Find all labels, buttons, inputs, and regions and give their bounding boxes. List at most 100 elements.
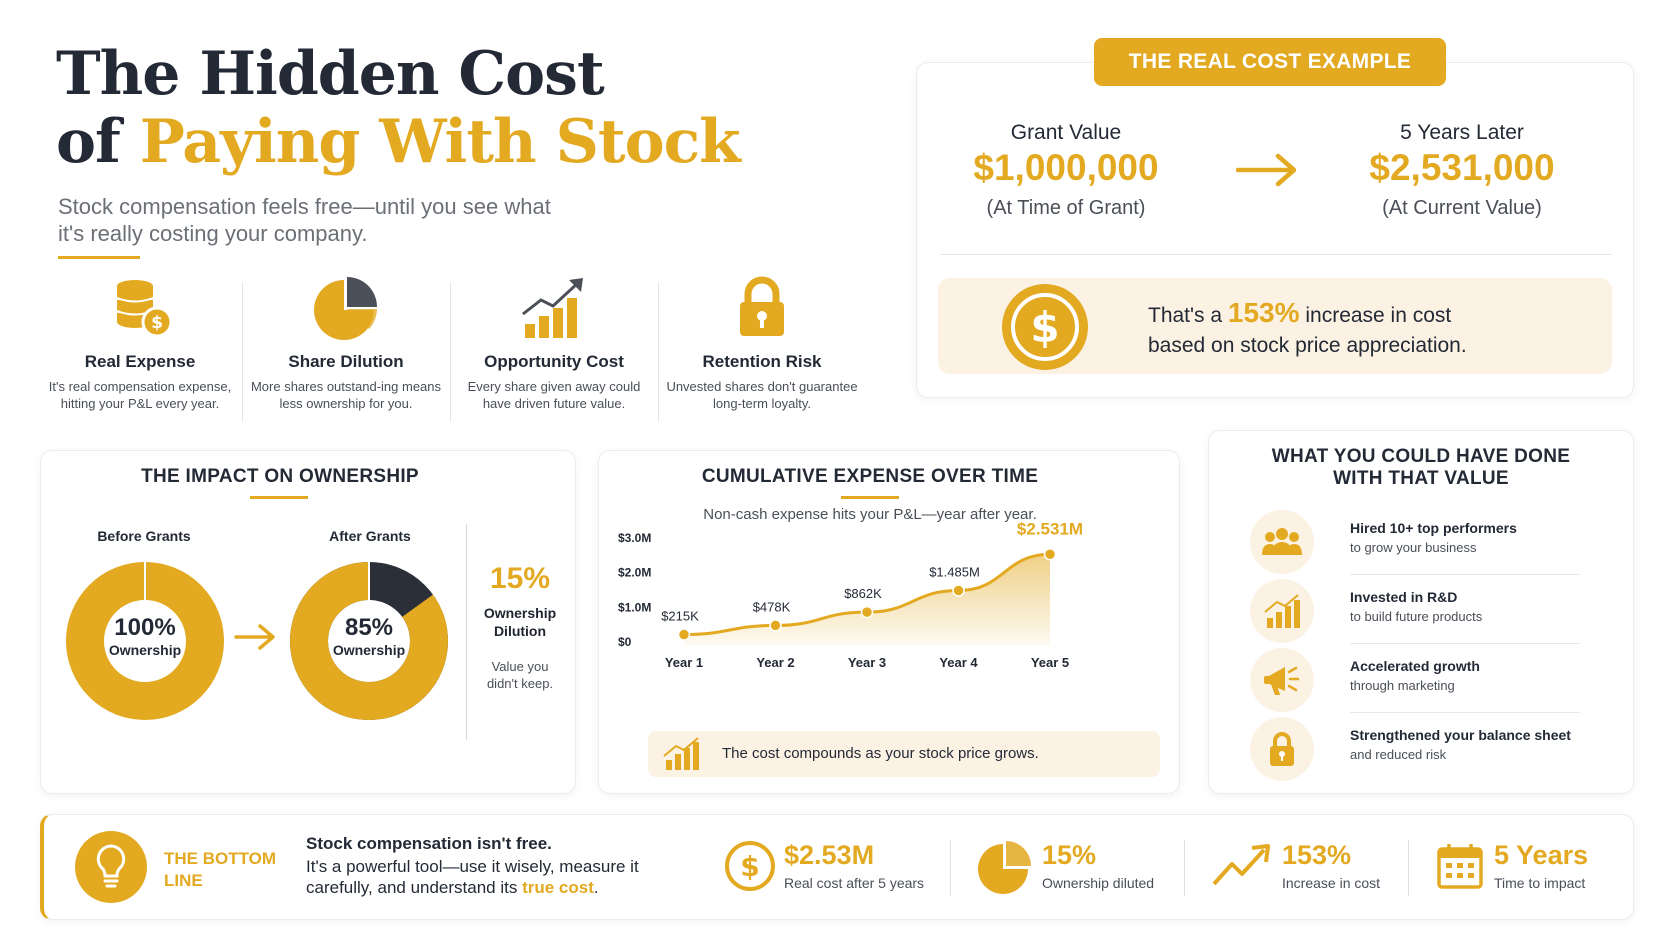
item-desc: to grow your business xyxy=(1350,540,1477,555)
dilution-note-2: didn't keep. xyxy=(486,676,554,691)
real-cost-badge: THE REAL COST EXAMPLE xyxy=(1094,38,1446,86)
chart-footnote-box xyxy=(648,731,1160,777)
later-sub: (At Current Value) xyxy=(1382,197,1542,219)
data-point xyxy=(769,619,782,632)
item-title: Invested in R&D xyxy=(1350,589,1458,605)
before-center: 100% Ownership xyxy=(60,614,230,658)
bottom-line-label: THE BOTTOM LINE xyxy=(164,848,276,892)
feature-desc: Every share given away could have driven… xyxy=(467,379,641,411)
bottom-body-highlight: true cost xyxy=(522,878,594,897)
x-tick-label: Year 1 xyxy=(665,655,703,670)
before-pct: 100% xyxy=(114,614,176,641)
increase-line-2: based on stock price appreciation. xyxy=(1148,334,1467,357)
coins-dollar-icon: $ xyxy=(116,280,173,338)
increase-suffix: increase in cost xyxy=(1299,304,1452,327)
after-word: Ownership xyxy=(332,642,406,658)
arrow-right-icon xyxy=(234,624,275,650)
y-tick-label: $3.0M xyxy=(618,531,651,545)
x-tick-label: Year 3 xyxy=(848,655,886,670)
data-label: $215K xyxy=(661,609,699,624)
increase-prefix: That's a xyxy=(1148,304,1228,327)
grant-sub: (At Time of Grant) xyxy=(986,197,1146,219)
stat-value: $2.53M xyxy=(784,840,875,870)
divider xyxy=(1184,840,1185,896)
data-label: $478K xyxy=(753,599,791,614)
later-value: $2,531,000 xyxy=(1369,147,1555,188)
bottom-label-2: LINE xyxy=(164,871,203,890)
title-highlight: Paying With Stock xyxy=(139,107,741,177)
divider xyxy=(1350,643,1580,644)
svg-text:$: $ xyxy=(740,850,759,883)
x-tick-label: Year 2 xyxy=(756,655,794,670)
feature-title: Share Dilution xyxy=(288,352,404,371)
heading-underline xyxy=(841,496,899,499)
growth-chart-icon xyxy=(1250,579,1314,643)
growth-bars-icon xyxy=(522,278,583,338)
divider xyxy=(950,840,951,896)
feature-desc: More shares outstand-ing means less owne… xyxy=(250,379,442,411)
item-desc: and reduced risk xyxy=(1350,747,1447,762)
feature-real-expense: $ Real Expense It's real compensation ex… xyxy=(40,276,240,412)
feature-title: Retention Risk xyxy=(702,352,822,371)
page-title: The Hidden Cost of Paying With Stock xyxy=(56,39,741,177)
divider xyxy=(1350,574,1580,575)
data-point xyxy=(952,584,965,597)
divider xyxy=(658,282,659,422)
divider xyxy=(1350,712,1580,713)
increase-text: That's a 153% increase in cost based on … xyxy=(1148,298,1467,361)
svg-text:$: $ xyxy=(151,313,163,333)
chart-subtitle: Non-cash expense hits your P&L—year afte… xyxy=(703,506,1037,523)
feature-desc: It's real compensation expense, hitting … xyxy=(48,379,232,411)
dilution-callout: 15% Ownership Dilution Value you didn't … xyxy=(470,562,570,692)
dilution-note-1: Value you xyxy=(491,659,549,674)
increase-line-1: That's a 153% increase in cost xyxy=(1148,298,1467,331)
after-donut xyxy=(290,562,448,720)
x-tick-label: Year 5 xyxy=(1031,655,1069,670)
increase-pct: 153% xyxy=(1227,297,1300,328)
divider xyxy=(242,282,243,422)
bottom-line-message: Stock compensation isn't free. It's a po… xyxy=(306,834,676,898)
page-subtitle: Stock compensation feels free—until you … xyxy=(58,194,551,246)
could-have-heading: WHAT YOU COULD HAVE DONE WITH THAT VALUE xyxy=(1208,446,1634,490)
arrow-right-icon xyxy=(1236,153,1297,187)
pie-icon xyxy=(978,841,1031,894)
padlock-icon xyxy=(1250,717,1314,781)
stat-value: 5 Years xyxy=(1494,840,1589,870)
heading-underline xyxy=(250,496,308,499)
people-icon xyxy=(1250,510,1314,574)
cumulative-expense-chart: $0 $1.0M $2.0M $3.0M $215K $478K $862K $1.485M… xyxy=(618,520,1083,670)
chart-title: CUMULATIVE EXPENSE OVER TIME xyxy=(701,466,1039,487)
feature-title: Opportunity Cost xyxy=(484,352,624,371)
bottom-body-text: It's a powerful tool—use it wisely, meas… xyxy=(306,857,639,897)
grant-label: Grant Value xyxy=(1010,121,1122,144)
after-label: After Grants xyxy=(329,528,411,544)
before-label: Before Grants xyxy=(97,528,191,544)
dilution-label-2: Dilution xyxy=(493,623,547,639)
title-line-1: The Hidden Cost xyxy=(56,39,605,109)
x-tick-label: Year 4 xyxy=(939,655,978,670)
trend-up-icon xyxy=(1212,844,1270,886)
grant-value: $1,000,000 xyxy=(973,147,1159,188)
bottom-label-1: THE BOTTOM xyxy=(164,849,277,868)
bottom-line-band xyxy=(40,814,1634,920)
data-label: $862K xyxy=(844,586,882,601)
item-title: Hired 10+ top performers xyxy=(1350,520,1517,536)
y-tick-label: $2.0M xyxy=(618,566,651,580)
chart-area xyxy=(684,554,1050,646)
feature-desc: Unvested shares don't guarantee long-ter… xyxy=(666,379,858,411)
data-label: $2.531M xyxy=(1017,520,1083,538)
item-desc: through marketing xyxy=(1350,678,1455,693)
data-label: $1.485M xyxy=(929,565,980,580)
lightbulb-icon xyxy=(75,831,147,903)
after-pct: 85% xyxy=(344,614,394,641)
stat-label: Real cost after 5 years xyxy=(784,875,925,891)
dollar-circle-icon: $ xyxy=(725,841,775,891)
stat-value: 15% xyxy=(1042,840,1097,870)
data-point xyxy=(1043,548,1057,561)
title-line-2: of Paying With Stock xyxy=(56,107,741,177)
divider xyxy=(466,524,467,740)
feature-retention-risk: Retention Risk Unvested shares don't gua… xyxy=(662,276,862,412)
before-word: Ownership xyxy=(108,642,182,658)
bottom-body: It's a powerful tool—use it wisely, meas… xyxy=(306,856,676,898)
stat-label: Time to impact xyxy=(1494,875,1586,891)
